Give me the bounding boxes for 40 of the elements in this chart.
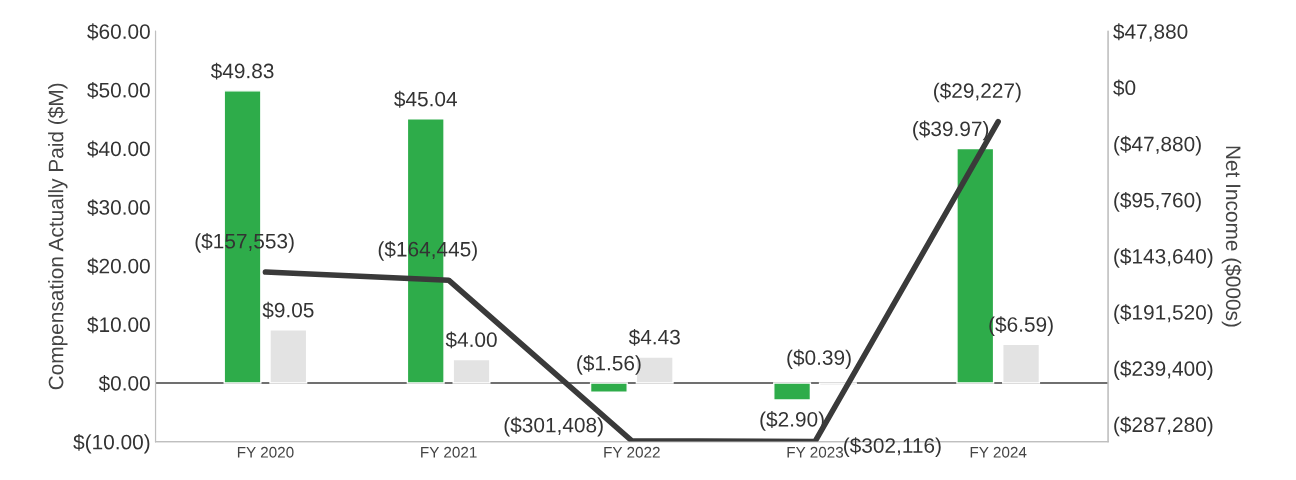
y2-tick-label: ($47,880) — [1114, 135, 1201, 156]
y-tick-label: $30.00 — [87, 199, 150, 217]
y2-tick-label: ($143,640) — [1114, 248, 1213, 268]
bar — [452, 358, 491, 384]
y2-tick-label: $47,880 — [1113, 23, 1188, 42]
data-label: ($39.97) — [913, 120, 989, 141]
data-label: ($1.56) — [577, 354, 641, 375]
y-tick-label: $40.00 — [87, 140, 150, 158]
y2-tick-label: ($239,400) — [1114, 360, 1213, 381]
x-tick-label: FY 2023 — [787, 446, 844, 458]
data-label: $4.43 — [628, 328, 680, 346]
data-label: $4.00 — [445, 331, 497, 349]
y2-tick-label: ($95,760) — [1114, 191, 1201, 212]
bar — [1002, 343, 1041, 384]
y-tick-label: $10.00 — [87, 316, 150, 334]
y-tick-label: $0.00 — [98, 375, 150, 392]
x-tick-label: FY 2021 — [421, 446, 477, 458]
y-tick-label: $20.00 — [87, 257, 150, 275]
y-axis-title: Compensation Actually Paid ($M) — [47, 83, 68, 390]
bar — [773, 382, 812, 401]
data-label: ($0.39) — [787, 349, 851, 370]
data-label: $49.83 — [210, 62, 274, 80]
x-tick-label: FY 2020 — [237, 446, 294, 458]
y-tick-label: $60.00 — [87, 23, 150, 41]
y-tick-label: $(10.00) — [73, 433, 150, 454]
data-label: $45.04 — [394, 90, 457, 108]
y-tick-label: $50.00 — [87, 81, 150, 99]
y2-tick-label: $0 — [1113, 79, 1136, 97]
y2-tick-label: ($191,520) — [1114, 304, 1213, 324]
data-label: $9.05 — [262, 301, 314, 319]
data-label: ($301,408) — [504, 416, 603, 437]
y2-axis-title: Net Income ($000s) — [1221, 146, 1242, 327]
data-label: ($29,227) — [934, 82, 1021, 103]
x-tick-label: FY 2024 — [970, 446, 1027, 458]
data-label: ($302,116) — [844, 437, 941, 458]
data-label: ($2.90) — [760, 411, 824, 431]
bar — [269, 329, 308, 384]
x-tick-label: FY 2022 — [604, 446, 660, 458]
y2-tick-label: ($287,280) — [1114, 416, 1213, 437]
bar — [589, 382, 628, 393]
